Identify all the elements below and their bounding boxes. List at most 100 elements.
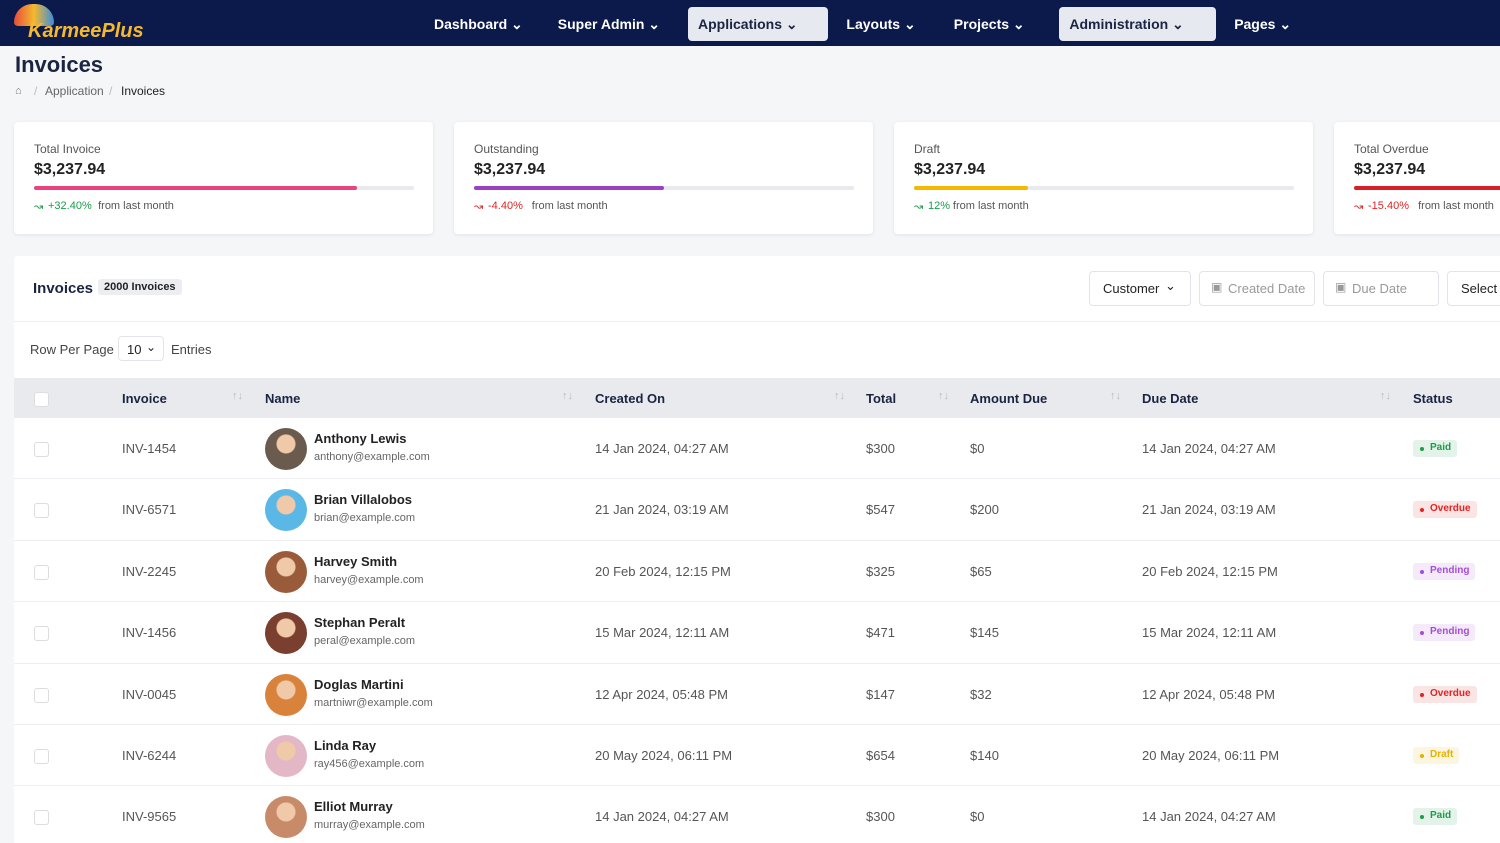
sort-icon: ↑↓ [232,390,243,402]
stat-label: Outstanding [474,142,539,156]
status-dot [1420,815,1424,820]
stat-note: from last month [1418,200,1494,212]
row-checkbox[interactable] [34,687,49,703]
nav-item[interactable]: Applications ⌄ [688,7,829,41]
avatar [265,550,307,593]
entries-label: Entries [171,342,212,357]
filter-button[interactable]: Customer [1089,271,1191,306]
column-header[interactable]: Name [265,391,301,406]
created-on: 12 Apr 2024, 05:48 PM [595,686,728,702]
stat-change: -15.40% [1368,200,1409,212]
column-header[interactable]: Invoice [122,391,167,406]
due-date: 14 Jan 2024, 04:27 AM [1142,441,1276,456]
stat-card: Outstanding $3,237.94 ↝ -4.40% from last mon… [454,122,873,234]
crumb[interactable]: Application [45,84,104,98]
sort-icon: ↑↓ [1380,390,1391,402]
customer-email: peral@example.com [314,635,416,648]
column-header[interactable]: Created On [595,391,666,406]
customer-email: brian@example.com [314,512,416,525]
nav-item[interactable]: Administration ⌄ [1059,7,1217,41]
caret: ⌄ [507,16,523,32]
customer-name: Linda Ray [314,738,377,753]
crumb: Invoices [121,84,166,98]
table-row: INV-0045 Doglas Martini martniwr@example.c… [14,664,1500,725]
stat-note: from last month [952,200,1029,212]
status-dot [1420,754,1424,758]
filter-button[interactable]: Select [1447,271,1500,306]
crumb-sep: / [34,84,38,98]
customer-email: murray@example.com [314,819,425,832]
nav-item[interactable]: Layouts ⌄ [836,7,935,41]
due-date: 14 Jan 2024, 04:27 AM [1142,809,1276,825]
nav-item[interactable]: Projects ⌄ [944,7,1052,41]
sort-icon: ↑↓ [834,390,845,402]
caret: ⌄ [1009,16,1025,32]
status-badge: Paid [1413,808,1458,826]
row-checkbox[interactable] [34,749,49,764]
sort-icon: ↑↓ [938,390,949,402]
stat-change: 12% [928,200,951,212]
trend-icon: ↝ [474,201,484,213]
status-dot [1420,569,1424,574]
invoice-id[interactable]: INV-9565 [122,809,177,825]
table-row: INV-6244 Linda Ray ray456@example.com 20 Ma… [14,725,1500,787]
invoice-id[interactable]: INV-2245 [122,563,177,579]
row-checkbox[interactable] [34,810,49,826]
count-badge: 2000 Invoices [98,279,182,295]
total: $147 [866,686,895,702]
nav-item[interactable]: Pages ⌄ [1224,7,1307,41]
home-icon: ⌂ [15,85,22,97]
customer-email: martniwr@example.com [314,696,433,709]
calendar-icon: ▣ [1211,280,1223,294]
invoice-id[interactable]: INV-1454 [122,441,177,456]
column-header[interactable]: Status [1413,391,1453,406]
filter-button[interactable]: Created Date [1199,271,1315,306]
customer-name: Harvey Smith [314,553,398,569]
crumb-sep: / [109,84,113,98]
customer-name: Elliot Murray [314,799,393,815]
invoice-id[interactable]: INV-1456 [122,625,177,641]
customer-name: Anthony Lewis [314,431,407,446]
caret: ⌄ [644,16,661,32]
avatar [265,428,307,470]
nav-item[interactable]: Dashboard ⌄ [424,7,540,41]
row-checkbox[interactable] [34,626,49,642]
select-all[interactable] [34,392,49,407]
filter-button[interactable]: Due Date [1323,271,1439,306]
status-badge: Overdue [1413,501,1477,519]
invoice-id[interactable]: INV-0045 [122,686,177,702]
table-row: INV-1454 Anthony Lewis anthony@example.com… [14,418,1500,480]
trend-icon: ↝ [1354,201,1364,213]
invoice-panel: Invoices 2000 Invoices Customer Created Dat… [14,256,1500,843]
row-checkbox[interactable] [34,564,49,580]
caret: ⌄ [900,16,916,32]
invoice-id[interactable]: INV-6244 [122,748,177,763]
rows-label: Row Per Page [30,342,114,357]
table-header [14,378,1500,418]
amount-due: $0 [970,441,985,456]
nav-label: Super Admin [557,16,645,32]
customer-email: ray456@example.com [314,758,425,770]
row-checkbox[interactable] [34,442,49,457]
created-on: 20 May 2024, 06:11 PM [595,748,733,763]
rows-select[interactable]: 10 [118,336,164,361]
avatar [265,735,307,777]
invoice-id[interactable]: INV-6571 [122,502,177,518]
amount-due: $0 [970,809,985,825]
total: $300 [866,441,895,456]
sort-icon: ↑↓ [1110,390,1121,402]
nav-label: Layouts [846,16,901,32]
stat-amount: $3,237.94 [914,161,986,178]
customer-email: harvey@example.com [314,573,424,586]
column-header[interactable]: Amount Due [970,391,1048,406]
table-row: INV-6571 Brian Villalobos brian@example.co… [14,479,1500,541]
column-header[interactable]: Due Date [1142,391,1199,406]
nav-label: Dashboard [434,16,508,32]
status-dot [1420,508,1424,513]
caret: ⌄ [1168,16,1184,32]
created-on: 14 Jan 2024, 04:27 AM [595,441,729,456]
row-checkbox[interactable] [34,503,49,519]
customer-name: Doglas Martini [314,676,404,692]
nav-item[interactable]: Super Admin ⌄ [548,7,680,41]
column-header[interactable]: Total [866,391,897,406]
